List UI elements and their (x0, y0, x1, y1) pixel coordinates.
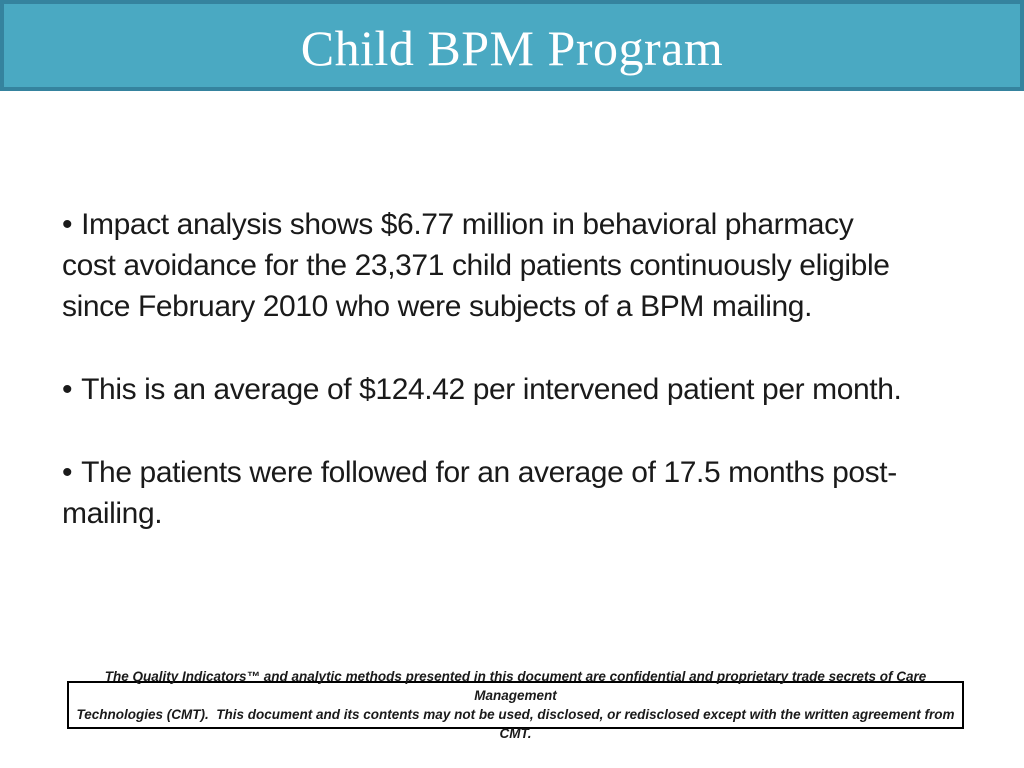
bullet-item: • The patients were followed for an avera… (62, 452, 984, 534)
bullet-marker: • (62, 208, 73, 241)
footer-disclaimer-box: The Quality Indicators™ and analytic met… (67, 669, 964, 741)
slide-title: Child BPM Program (300, 19, 724, 76)
bullet-line: • The patients were followed for an avera… (62, 452, 984, 493)
bullet-item: • This is an average of $124.42 per inter… (62, 369, 984, 410)
footer-line: The Quality Indicators™ and analytic met… (104, 669, 930, 703)
bullet-marker: • (62, 373, 73, 406)
bullet-line: since February 2010 who were subjects of… (62, 290, 813, 323)
bullet-line: mailing. (62, 497, 163, 530)
bullet-list: • Impact analysis shows $6.77 million in … (62, 204, 984, 576)
slide-title-banner: Child BPM Program (0, 0, 1024, 91)
bullet-marker: • (62, 456, 73, 489)
bullet-text: Impact analysis shows $6.77 million in b… (81, 208, 854, 241)
bullet-line: cost avoidance for the 23,371 child pati… (62, 249, 890, 282)
bullet-line: • This is an average of $124.42 per inter… (62, 369, 984, 410)
bullet-text: The patients were followed for an averag… (81, 456, 897, 489)
footer-line: Technologies (CMT). This document and it… (76, 707, 959, 741)
bullet-text: This is an average of $124.42 per interv… (81, 373, 902, 406)
bullet-item: • Impact analysis shows $6.77 million in … (62, 204, 984, 327)
bullet-line: • Impact analysis shows $6.77 million in … (62, 204, 984, 245)
